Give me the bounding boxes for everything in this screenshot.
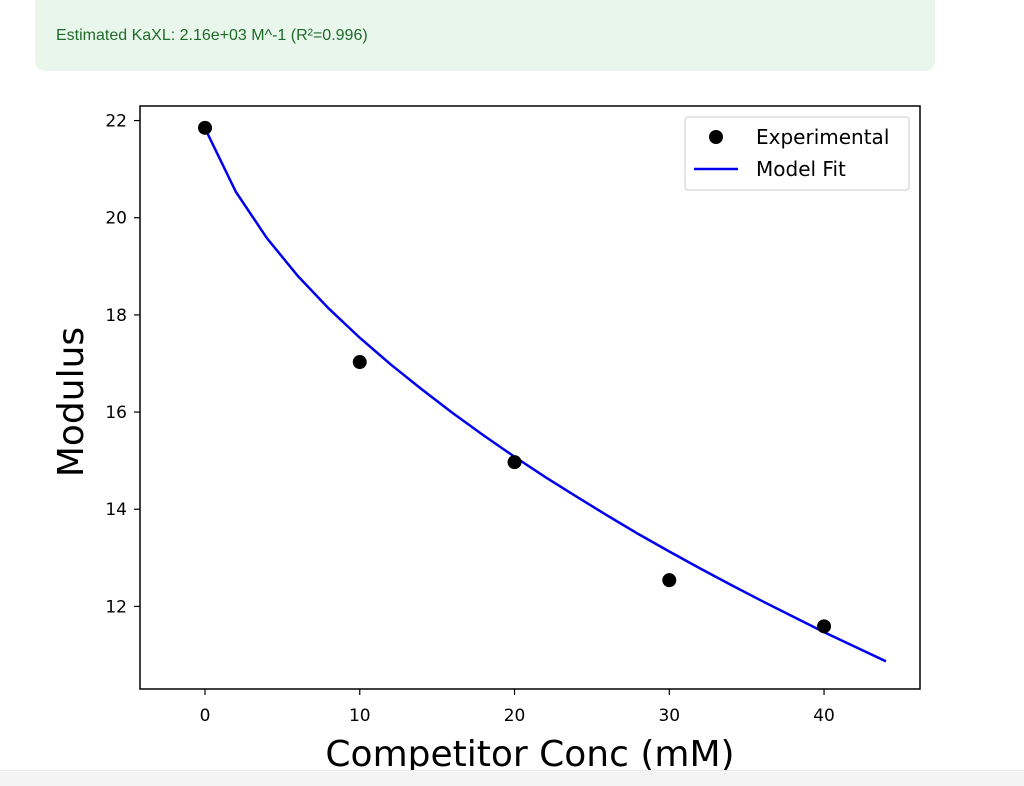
legend: Experimental Model Fit (684, 116, 910, 191)
legend-marker-experimental (709, 130, 723, 144)
y-tick-label: 18 (105, 306, 127, 326)
y-tick-label: 14 (105, 500, 127, 520)
data-point (507, 455, 522, 470)
x-axis-title: Competitor Conc (mM) (325, 734, 734, 775)
y-tick-label: 16 (105, 403, 127, 423)
result-text: Estimated KaXL: 2.16e+03 M^-1 (R²=0.996) (56, 27, 368, 44)
legend-label-experimental: Experimental (756, 125, 889, 149)
bottom-strip (0, 770, 1024, 786)
data-point (198, 120, 212, 135)
x-tick-label: 0 (200, 706, 211, 726)
y-axis: 12 14 16 18 20 22 (105, 112, 140, 617)
y-tick-label: 12 (105, 597, 127, 617)
legend-box (684, 116, 910, 191)
y-axis-title: Modulus (51, 327, 92, 477)
data-point (662, 573, 677, 588)
y-tick-label: 20 (105, 209, 127, 229)
plot-frame (139, 105, 921, 690)
experimental-points (198, 120, 832, 634)
data-point (817, 619, 832, 634)
y-tick-label: 22 (105, 112, 127, 132)
legend-label-model-fit: Model Fit (756, 157, 846, 181)
data-point (352, 355, 367, 370)
x-tick-label: 20 (504, 706, 526, 726)
x-tick-label: 40 (813, 706, 835, 726)
x-axis: 0 10 20 30 40 (200, 689, 835, 726)
x-tick-label: 10 (349, 706, 371, 726)
result-banner: Estimated KaXL: 2.16e+03 M^-1 (R²=0.996) (35, 0, 935, 71)
x-tick-label: 30 (658, 706, 680, 726)
model-fit-line (203, 127, 887, 663)
